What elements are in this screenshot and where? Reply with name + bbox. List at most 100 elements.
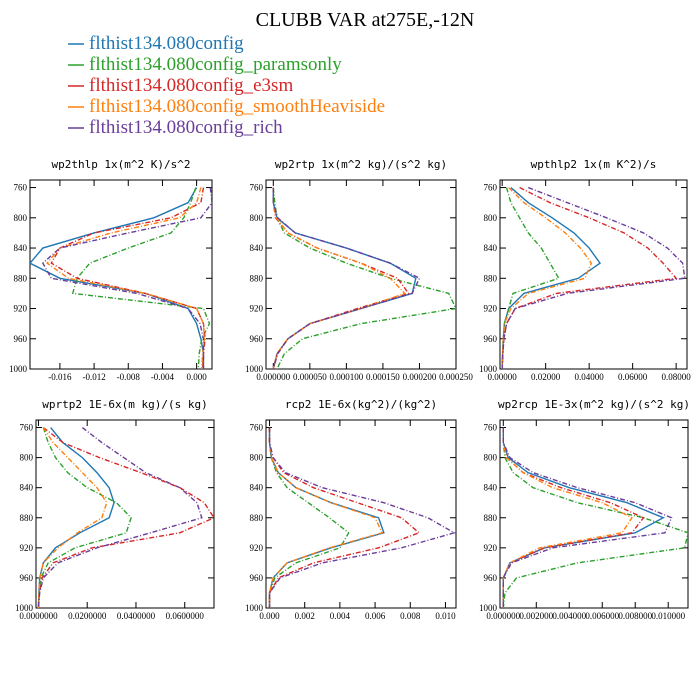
x-tick-label-1-3: 0.000150	[366, 372, 400, 382]
panel-frame-1	[265, 179, 457, 370]
y-tick-label-0-4: 920	[14, 304, 28, 314]
series-line-4-2	[268, 427, 421, 608]
series-line-3-2	[37, 426, 214, 608]
x-tick-label-3-1: 0.0200000	[68, 611, 107, 621]
y-tick-label-0-0: 760	[14, 183, 28, 193]
x-tick-label-0-4: 0.000	[186, 372, 207, 382]
x-tick-label-5-1: 0.002000	[519, 611, 553, 621]
series-line-1-0	[272, 187, 417, 369]
legend-label-3: flthist134.080config_smoothHeaviside	[89, 96, 385, 117]
x-tick-label-3-3: 0.0600000	[166, 611, 205, 621]
x-tick-label-3-0: 0.0000000	[19, 611, 58, 621]
panel-0: wp2thlp 1x(m^2 K)/s^2 760 800 840 880 920 960 1…	[9, 158, 213, 382]
y-tick-label-1-3: 880	[250, 273, 264, 283]
series-line-5-2	[502, 427, 645, 608]
y-tick-label-5-5: 960	[484, 573, 498, 583]
y-tick-label-5-2: 840	[484, 483, 498, 493]
series-line-3-1	[37, 427, 132, 608]
series-line-4-4	[268, 427, 456, 608]
series-line-1-3	[272, 187, 407, 369]
x-tick-label-1-5: 0.000250	[439, 372, 473, 382]
x-tick-label-2-0: 0.00000	[488, 372, 518, 382]
panel-frame-2	[499, 179, 688, 370]
legend-label-2: flthist134.080config_e3sm	[89, 75, 293, 96]
panel-3: wprtp2 1E-6x(m kg)/(s kg) 760 800 840 880 920…	[15, 398, 215, 621]
y-tick-label-2-2: 840	[484, 243, 498, 253]
panel-4: rcp2 1E-6x(kg^2)/(kg^2) 760 800 840 880 920 96…	[245, 398, 457, 621]
x-tick-label-0-1: -0.012	[82, 372, 105, 382]
y-tick-label-4-6: 1000	[245, 603, 264, 613]
y-tick-label-5-1: 800	[484, 453, 498, 463]
x-tick-label-1-0: 0.000000	[256, 372, 290, 382]
y-tick-label-4-3: 880	[250, 513, 264, 523]
series-line-2-1	[501, 187, 560, 369]
series-line-1-2	[272, 187, 410, 369]
series-line-3-3	[37, 427, 108, 608]
x-tick-label-2-2: 0.04000	[575, 372, 605, 382]
y-tick-label-1-0: 760	[250, 183, 264, 193]
y-tick-label-4-5: 960	[250, 573, 264, 583]
x-tick-label-5-0: 0.000000	[486, 611, 520, 621]
panel-title-3: wprtp2 1E-6x(m kg)/(s kg)	[42, 398, 208, 411]
y-tick-label-4-4: 920	[250, 543, 264, 553]
y-tick-label-3-2: 840	[20, 483, 34, 493]
panel-title-0: wp2thlp 1x(m^2 K)/s^2	[51, 158, 190, 171]
y-tick-label-4-1: 800	[250, 453, 264, 463]
y-tick-label-4-2: 840	[250, 483, 264, 493]
series-line-1-1	[272, 187, 456, 369]
y-tick-label-2-3: 880	[484, 273, 498, 283]
x-tick-label-1-2: 0.000100	[330, 372, 364, 382]
x-tick-label-1-1: 0.000050	[293, 372, 327, 382]
y-tick-label-5-6: 1000	[479, 603, 498, 613]
x-tick-label-4-4: 0.008	[400, 611, 421, 621]
panel-title-4: rcp2 1E-6x(kg^2)/(kg^2)	[285, 398, 437, 411]
y-tick-label-2-6: 1000	[479, 364, 498, 374]
series-line-4-3	[268, 427, 384, 608]
x-tick-label-4-2: 0.004	[330, 611, 351, 621]
series-line-0-4	[41, 187, 212, 369]
series-line-5-4	[502, 427, 673, 608]
series-line-0-1	[71, 187, 211, 369]
series-line-2-2	[501, 186, 678, 369]
y-tick-label-0-1: 800	[14, 213, 28, 223]
panel-5: wp2rcp 1E-3x(m^2 kg)/(s^2 kg) 760 800 840 88…	[479, 398, 690, 621]
y-tick-label-1-2: 840	[250, 243, 264, 253]
panel-2: wpthlp2 1x(m K^2)/s 760 800 840 880 920 960 100…	[479, 158, 691, 382]
y-tick-label-3-1: 800	[20, 453, 34, 463]
x-tick-label-4-3: 0.006	[365, 611, 386, 621]
y-tick-label-3-0: 760	[20, 423, 34, 433]
x-tick-label-2-1: 0.02000	[531, 372, 561, 382]
legend-label-1: flthist134.080config_paramsonly	[89, 54, 342, 75]
series-line-4-1	[268, 427, 350, 608]
y-tick-label-5-4: 920	[484, 543, 498, 553]
y-tick-label-3-4: 920	[20, 543, 34, 553]
panel-frame-3	[35, 419, 215, 609]
series-line-4-0	[268, 427, 385, 608]
panel-frame-4	[265, 419, 457, 609]
series-line-3-4	[37, 426, 203, 608]
panel-title-1: wp2rtp 1x(m^2 kg)/(s^2 kg)	[275, 158, 447, 171]
x-tick-label-4-1: 0.002	[295, 611, 315, 621]
y-tick-label-2-0: 760	[484, 183, 498, 193]
series-line-0-0	[30, 187, 205, 369]
x-tick-label-5-2: 0.004000	[552, 611, 586, 621]
series-line-3-0	[37, 427, 115, 608]
series-line-2-0	[501, 187, 602, 369]
x-tick-label-4-5: 0.010	[435, 611, 456, 621]
y-tick-label-3-6: 1000	[15, 603, 34, 613]
y-tick-label-2-4: 920	[484, 304, 498, 314]
y-tick-label-0-2: 840	[14, 243, 28, 253]
series-line-0-2	[50, 187, 206, 369]
x-tick-label-4-0: 0.000	[259, 611, 280, 621]
x-tick-label-1-4: 0.000200	[403, 372, 437, 382]
y-tick-label-0-6: 1000	[9, 364, 28, 374]
legend: flthist134.080configflthist134.080config…	[68, 33, 385, 138]
y-tick-label-1-4: 920	[250, 304, 264, 314]
y-tick-label-4-0: 760	[250, 423, 264, 433]
y-tick-label-3-5: 960	[20, 573, 34, 583]
series-line-5-3	[502, 427, 633, 608]
y-tick-label-2-1: 800	[484, 213, 498, 223]
x-tick-label-2-4: 0.08000	[662, 372, 692, 382]
panel-title-2: wpthlp2 1x(m K^2)/s	[531, 158, 657, 171]
